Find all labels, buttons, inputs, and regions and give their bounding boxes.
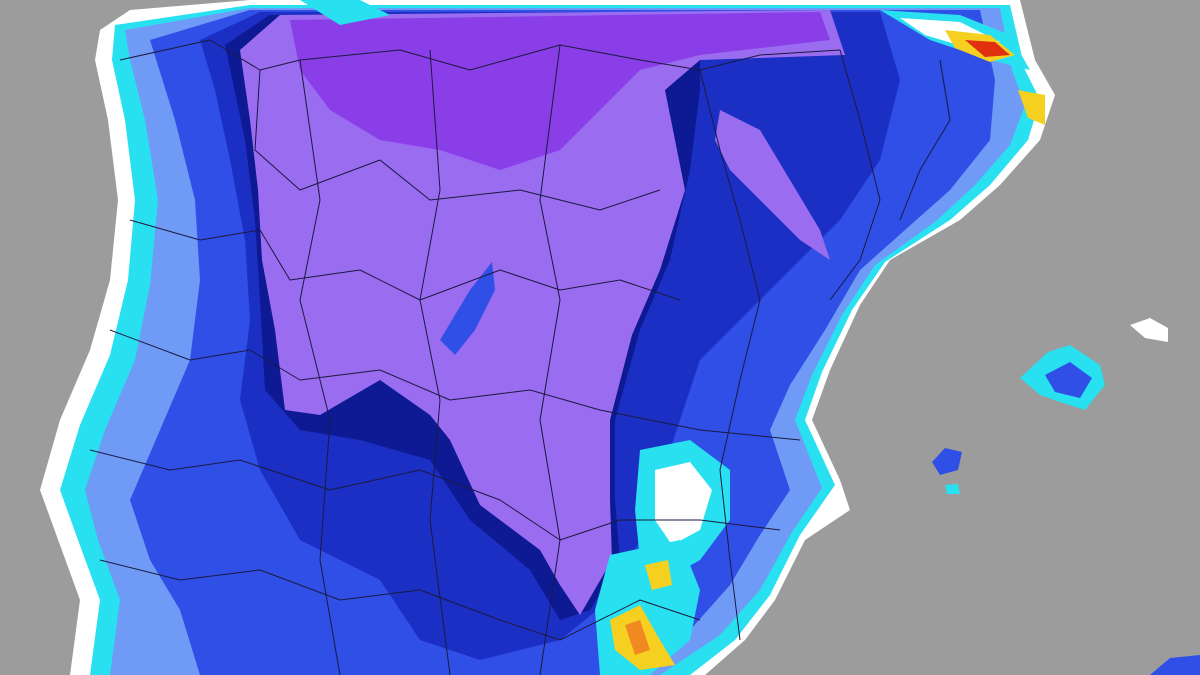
region-borders xyxy=(89,39,951,675)
border xyxy=(539,44,561,675)
land-tagus-blue xyxy=(440,262,495,355)
border xyxy=(129,219,681,301)
patch-red-catalonia xyxy=(965,40,1010,57)
land-ebro xyxy=(715,110,830,260)
patch-yellow-south xyxy=(645,560,672,590)
land-africa-corner xyxy=(1150,655,1200,675)
border xyxy=(89,449,781,541)
land-purple xyxy=(240,10,845,615)
border xyxy=(109,329,801,441)
island-formentera xyxy=(945,484,960,494)
patch-white-southeast xyxy=(655,462,712,545)
border xyxy=(829,49,881,301)
border xyxy=(254,69,661,211)
island-menorca xyxy=(1130,318,1168,342)
border xyxy=(899,59,951,221)
border xyxy=(299,59,341,675)
island-mallorca-inner xyxy=(1045,362,1092,398)
land-violet xyxy=(290,12,830,170)
border xyxy=(699,69,761,641)
island-ibiza xyxy=(932,448,962,475)
patch-orange-almeria xyxy=(625,620,650,655)
patch-cyan-north xyxy=(300,0,390,25)
patch-yellow-coast xyxy=(1018,90,1045,125)
border xyxy=(119,39,841,71)
border xyxy=(99,559,701,641)
border xyxy=(419,49,451,675)
